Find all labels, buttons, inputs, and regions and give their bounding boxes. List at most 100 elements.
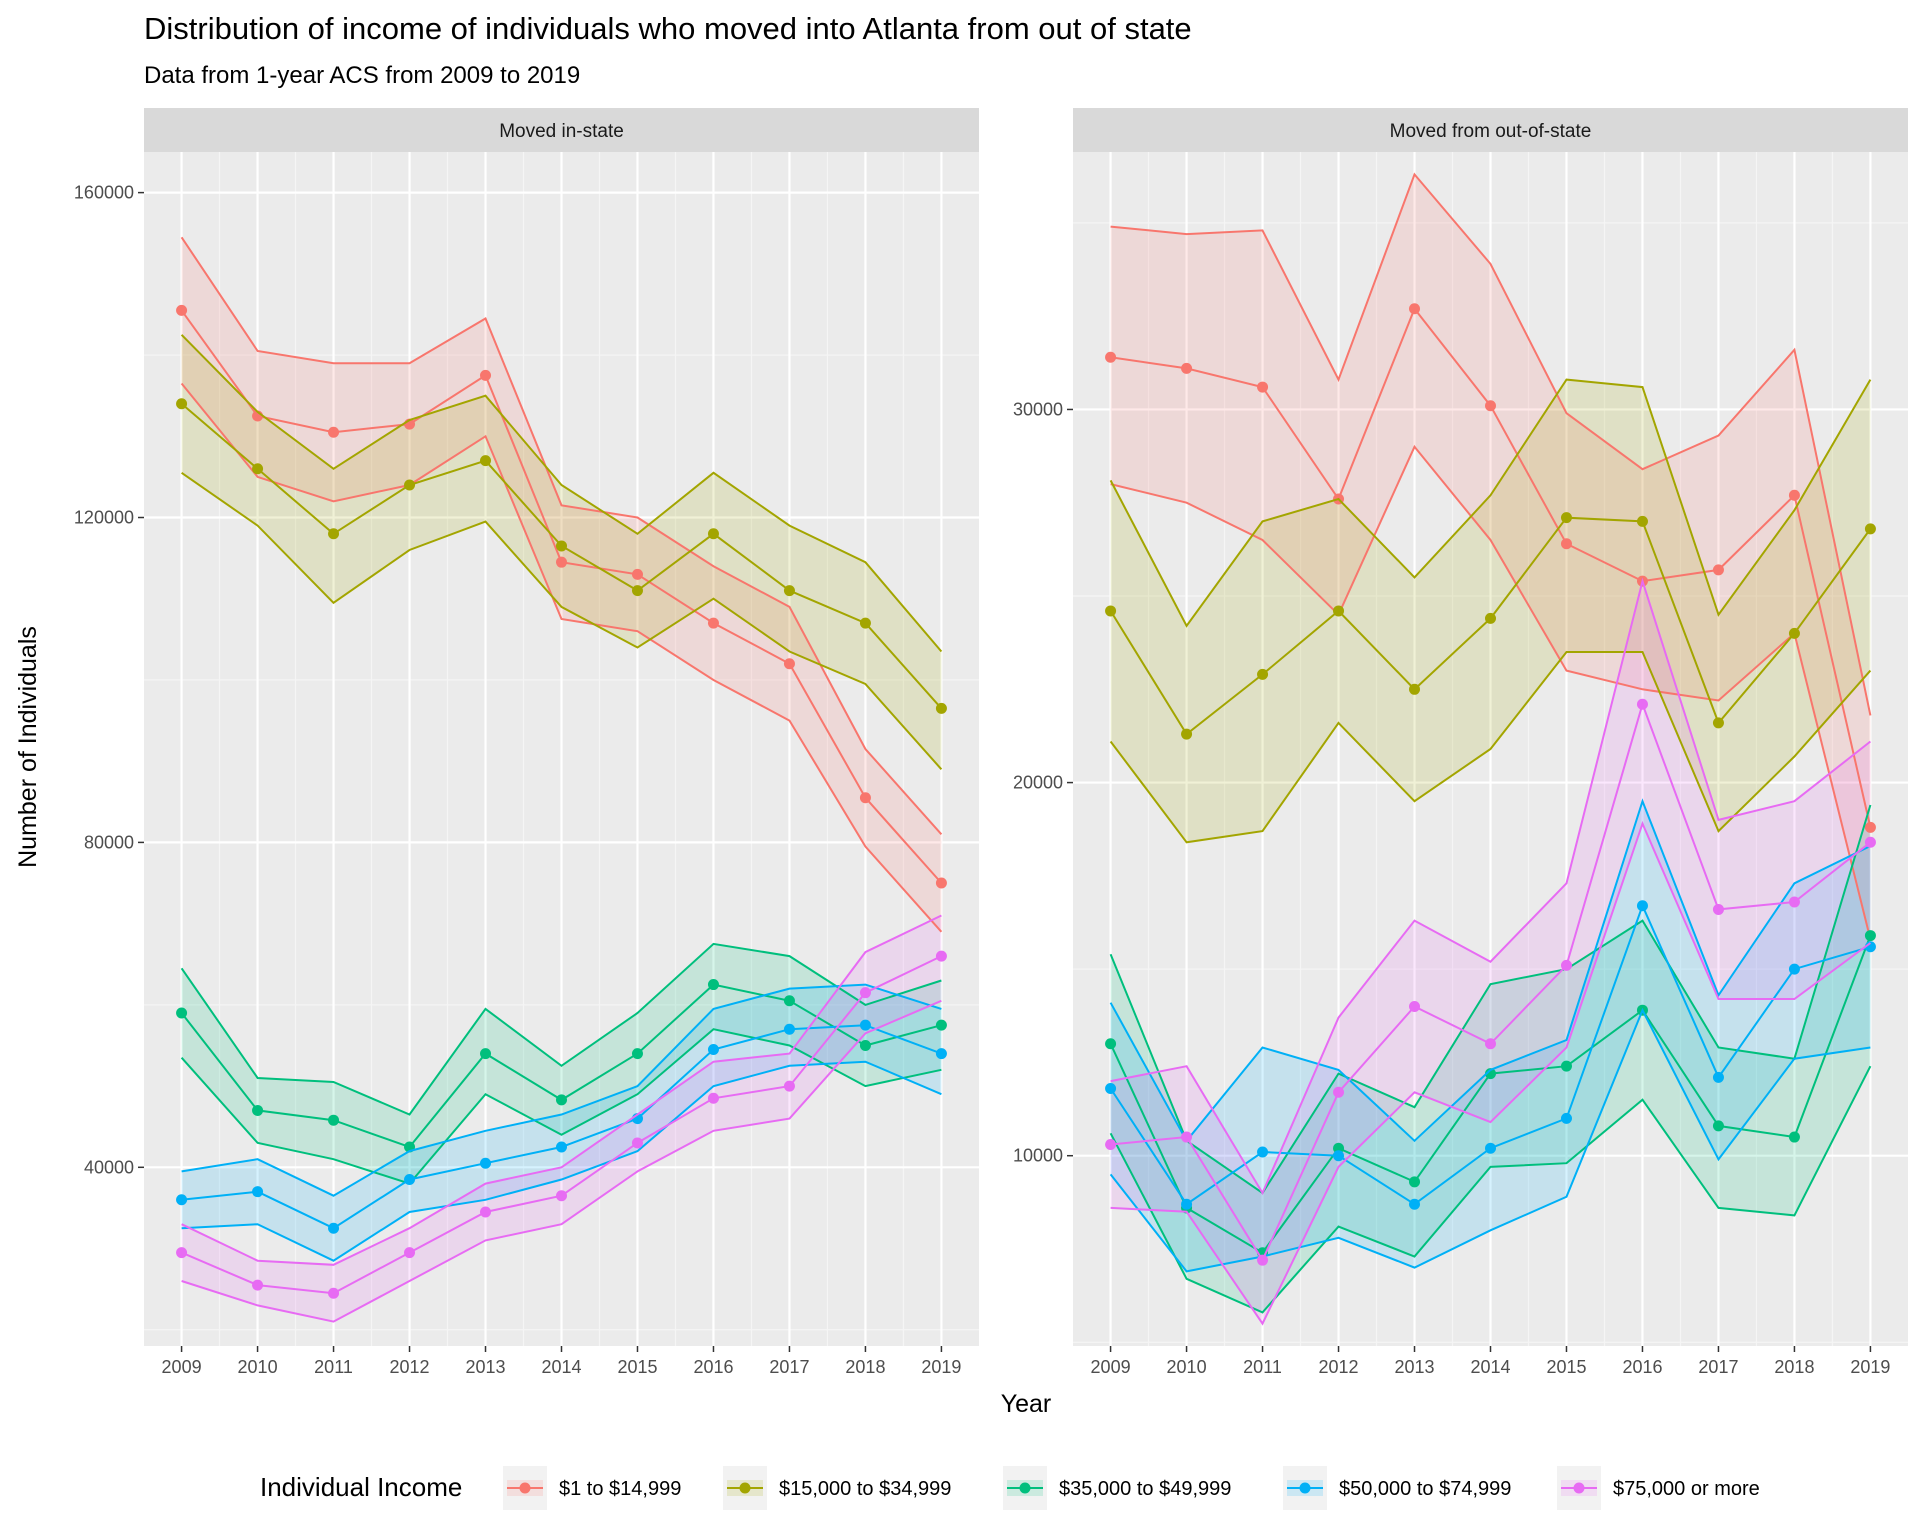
upper-bound-line [1109, 798, 1871, 1143]
data-point [328, 1287, 340, 1299]
facet-strip [144, 108, 979, 152]
data-point [1257, 381, 1269, 393]
lower-bound-line [181, 1060, 942, 1262]
lower-bound-line [1109, 1065, 1872, 1314]
data-point [1485, 1038, 1496, 1050]
data-point [404, 1173, 416, 1185]
legend-label: $50,000 to $74,999 [1339, 1478, 1511, 1500]
x-tick-label: 2014 [1470, 1357, 1510, 1377]
x-tick-label: 2011 [314, 1357, 353, 1377]
data-point [783, 658, 795, 670]
data-point [631, 585, 643, 597]
x-tick-label: 2015 [1546, 1357, 1586, 1377]
data-point [252, 1279, 264, 1291]
data-point [707, 617, 719, 629]
data-point [1788, 1131, 1800, 1143]
lower-bound-line [180, 382, 943, 933]
data-point [935, 1048, 947, 1060]
facet-strip [1073, 108, 1908, 152]
upper-bound-line [1110, 172, 1872, 716]
data-point [707, 528, 719, 540]
confidence-ribbon [181, 984, 942, 1261]
legend-item: $35,000 to $49,999 [1003, 1466, 1231, 1510]
data-point [707, 979, 719, 991]
data-point [480, 1206, 492, 1218]
y-tick-label: 160000 [74, 183, 134, 203]
data-point [631, 568, 643, 580]
x-tick-label: 2012 [390, 1357, 430, 1377]
data-point [176, 1247, 188, 1259]
data-point [1485, 400, 1496, 412]
data-point [1333, 1150, 1345, 1162]
legend-item: $1 to $14,999 [503, 1466, 681, 1510]
data-point [1560, 1112, 1572, 1124]
data-point [1864, 836, 1876, 848]
x-tick-label: 2014 [541, 1357, 581, 1377]
data-point [1712, 717, 1724, 729]
data-point [783, 1080, 795, 1092]
data-point [404, 479, 416, 491]
facet-strip-label: Moved in-state [499, 121, 624, 142]
legend-label: $35,000 to $49,999 [1059, 1478, 1231, 1500]
upper-bound-line [180, 942, 942, 1116]
legend-label: $15,000 to $34,999 [779, 1478, 951, 1500]
data-point [1864, 930, 1876, 942]
confidence-ribbon [1110, 581, 1871, 1324]
data-point [859, 1039, 871, 1051]
legend-item: $50,000 to $74,999 [1283, 1466, 1511, 1510]
confidence-ribbon [181, 334, 942, 770]
data-point [935, 702, 947, 714]
lower-bound-line [1109, 1007, 1871, 1273]
x-tick-label: 2010 [238, 1357, 278, 1377]
legend-key-point [1573, 1482, 1585, 1494]
legend-key-point [519, 1482, 531, 1494]
x-tick-label: 2018 [1774, 1357, 1814, 1377]
legend-key-point [1019, 1482, 1031, 1494]
data-point [1181, 1131, 1193, 1143]
x-tick-label: 2009 [162, 1357, 202, 1377]
x-tick-label: 2018 [845, 1357, 885, 1377]
data-point [176, 1007, 188, 1019]
y-axis-title: Number of Individuals [14, 626, 42, 868]
confidence-ribbon [1110, 805, 1871, 1313]
data-point [1788, 627, 1800, 639]
data-point [1409, 1176, 1421, 1188]
x-tick-label: 2017 [1698, 1357, 1738, 1377]
data-point [176, 398, 188, 410]
data-point [1864, 523, 1876, 535]
data-point [556, 1190, 567, 1202]
facet-strip-label: Moved from out-of-state [1390, 121, 1592, 142]
data-point [1788, 896, 1800, 908]
data-point [1864, 821, 1876, 833]
data-point [707, 1092, 719, 1104]
upper-bound-line [181, 983, 942, 1197]
lower-bound-line [181, 471, 943, 770]
data-point [1181, 1198, 1193, 1210]
data-point [1409, 1198, 1421, 1210]
data-point [859, 617, 871, 629]
gridlines [1073, 152, 1908, 1346]
upper-bound-line [1109, 378, 1872, 628]
legend: Individual Income $1 to $14,999 $15,000 t… [260, 1466, 1760, 1510]
data-point [859, 1019, 871, 1031]
x-axis-title: Year [1001, 1390, 1052, 1418]
data-point [1409, 683, 1421, 695]
chart-title: Distribution of income of individuals wh… [144, 11, 1192, 46]
data-point [252, 1186, 264, 1198]
data-point [1788, 963, 1800, 975]
legend-item: $15,000 to $34,999 [723, 1466, 951, 1510]
upper-bound-line [1109, 804, 1872, 1195]
facet-panel: Moved in-state 40000 80000 120000 160000 2009… [74, 108, 979, 1377]
data-point [935, 1019, 947, 1031]
data-point [328, 528, 340, 540]
lower-bound-line [181, 999, 942, 1323]
data-point [176, 304, 188, 316]
data-point [1409, 303, 1421, 315]
data-point [480, 455, 492, 467]
upper-bound-line [181, 914, 942, 1266]
data-point [707, 1044, 719, 1056]
y-tick-label: 10000 [1013, 1146, 1063, 1166]
upper-bound-line [180, 236, 943, 835]
x-tick-label: 2010 [1167, 1357, 1207, 1377]
